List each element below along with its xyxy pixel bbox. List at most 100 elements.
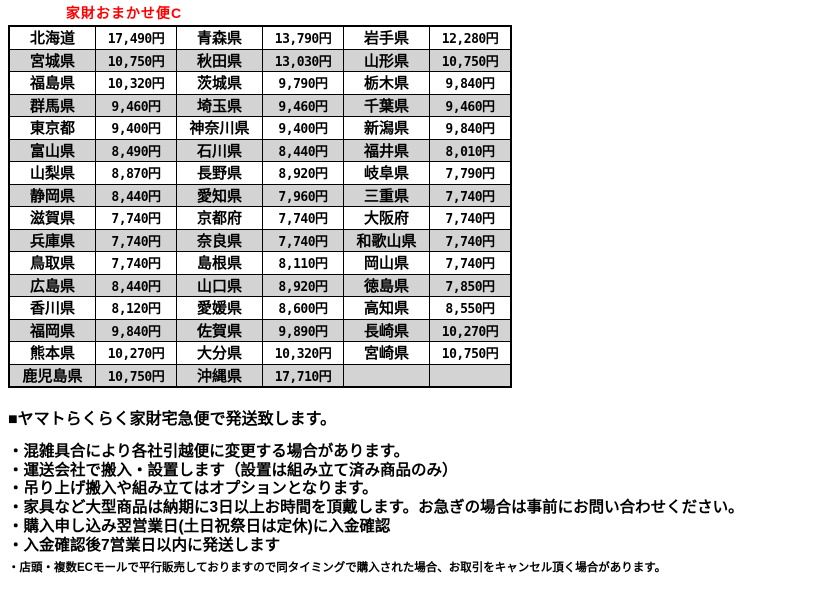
table-row: 山梨県 8,870円 長野県 8,920円 岐阜県 7,790円 <box>8 161 512 185</box>
price-cell: 9,840円 <box>429 71 512 95</box>
prefecture-cell: 香川県 <box>8 296 96 320</box>
price-cell <box>429 363 512 388</box>
table-row: 富山県 8,490円 石川県 8,440円 福井県 8,010円 <box>8 138 512 162</box>
price-cell: 10,270円 <box>429 318 512 342</box>
price-cell: 9,840円 <box>95 318 177 342</box>
prefecture-cell: 福岡県 <box>8 318 96 342</box>
table-row: 群馬県 9,460円 埼玉県 9,460円 千葉県 9,460円 <box>8 93 512 117</box>
prefecture-cell: 徳島県 <box>343 273 430 297</box>
price-cell: 7,740円 <box>429 251 512 275</box>
prefecture-cell: 埼玉県 <box>176 93 263 117</box>
price-cell: 7,790円 <box>429 161 512 185</box>
prefecture-cell: 千葉県 <box>343 93 430 117</box>
price-cell: 10,750円 <box>95 363 177 388</box>
prefecture-cell: 愛媛県 <box>176 296 263 320</box>
price-cell: 7,960円 <box>262 183 344 207</box>
prefecture-cell <box>343 363 430 388</box>
price-cell: 8,010円 <box>429 138 512 162</box>
price-cell: 9,460円 <box>262 93 344 117</box>
price-cell: 8,440円 <box>95 273 177 297</box>
price-cell: 8,440円 <box>95 183 177 207</box>
prefecture-cell: 島根県 <box>176 251 263 275</box>
notes-small-note: ・店頭・複数ECモールで平行販売しておりますので同タイミングで購入された場合、お… <box>8 562 667 575</box>
price-cell: 8,920円 <box>262 161 344 185</box>
prefecture-cell: 青森県 <box>176 25 263 50</box>
prefecture-cell: 新潟県 <box>343 116 430 140</box>
prefecture-cell: 兵庫県 <box>8 228 96 252</box>
shipping-notes: ■ヤマトらくらく家財宅急便で発送致します。 ・混雑具合により各社引越便に変更する… <box>8 410 816 575</box>
prefecture-cell: 広島県 <box>8 273 96 297</box>
table-row: 東京都 9,400円 神奈川県 9,400円 新潟県 9,840円 <box>8 116 512 140</box>
price-cell: 7,740円 <box>262 228 344 252</box>
prefecture-cell: 山口県 <box>176 273 263 297</box>
prefecture-cell: 三重県 <box>343 183 430 207</box>
price-cell: 10,270円 <box>95 341 177 365</box>
table-row: 兵庫県 7,740円 奈良県 7,740円 和歌山県 7,740円 <box>8 228 512 252</box>
prefecture-cell: 鳥取県 <box>8 251 96 275</box>
prefecture-cell: 大阪府 <box>343 206 430 230</box>
price-cell: 7,740円 <box>429 183 512 207</box>
prefecture-cell: 滋賀県 <box>8 206 96 230</box>
prefecture-cell: 東京都 <box>8 116 96 140</box>
price-cell: 17,490円 <box>95 25 177 50</box>
prefecture-cell: 群馬県 <box>8 93 96 117</box>
prefecture-cell: 鹿児島県 <box>8 363 96 388</box>
price-cell: 7,740円 <box>429 206 512 230</box>
price-cell: 8,490円 <box>95 138 177 162</box>
table-row: 鹿児島県 10,750円 沖縄県 17,710円 <box>8 363 512 388</box>
price-cell: 10,750円 <box>429 48 512 72</box>
prefecture-cell: 愛知県 <box>176 183 263 207</box>
price-cell: 8,870円 <box>95 161 177 185</box>
price-cell: 9,460円 <box>429 93 512 117</box>
prefecture-cell: 熊本県 <box>8 341 96 365</box>
price-cell: 7,740円 <box>95 206 177 230</box>
table-row: 熊本県 10,270円 大分県 10,320円 宮崎県 10,750円 <box>8 341 512 365</box>
price-cell: 7,740円 <box>95 228 177 252</box>
prefecture-cell: 山形県 <box>343 48 430 72</box>
prefecture-cell: 宮崎県 <box>343 341 430 365</box>
price-cell: 12,280円 <box>429 25 512 50</box>
price-cell: 7,740円 <box>95 251 177 275</box>
prefecture-cell: 北海道 <box>8 25 96 50</box>
notes-bullet: ・吊り上げ搬入や組み立てはオプションとなります。 <box>8 480 378 498</box>
table-row: 北海道 17,490円 青森県 13,790円 岩手県 12,280円 <box>8 25 512 50</box>
prefecture-cell: 長崎県 <box>343 318 430 342</box>
price-cell: 8,110円 <box>262 251 344 275</box>
table-row: 福岡県 9,840円 佐賀県 9,890円 長崎県 10,270円 <box>8 318 512 342</box>
prefecture-cell: 石川県 <box>176 138 263 162</box>
prefecture-cell: 京都府 <box>176 206 263 230</box>
notes-bullet: ・購入申し込み翌営業日(土日祝祭日は定休)に入金確認 <box>8 517 391 535</box>
price-cell: 17,710円 <box>262 363 344 388</box>
price-cell: 7,740円 <box>429 228 512 252</box>
notes-bullet: ・入金確認後7営業日以内に発送します <box>8 536 281 554</box>
price-cell: 9,460円 <box>95 93 177 117</box>
prefecture-cell: 奈良県 <box>176 228 263 252</box>
shipping-plan-title: 家財おまかせ便C <box>66 5 183 21</box>
price-cell: 7,740円 <box>262 206 344 230</box>
prefecture-cell: 宮城県 <box>8 48 96 72</box>
price-cell: 13,790円 <box>262 25 344 50</box>
prefecture-cell: 福井県 <box>343 138 430 162</box>
table-row: 静岡県 8,440円 愛知県 7,960円 三重県 7,740円 <box>8 183 512 207</box>
prefecture-cell: 岐阜県 <box>343 161 430 185</box>
price-cell: 7,850円 <box>429 273 512 297</box>
notes-bullet: ・運送会社で搬入・設置します（設置は組み立て済み商品のみ） <box>8 461 458 479</box>
price-cell: 10,320円 <box>262 341 344 365</box>
prefecture-cell: 岡山県 <box>343 251 430 275</box>
price-cell: 10,750円 <box>429 341 512 365</box>
prefecture-cell: 和歌山県 <box>343 228 430 252</box>
prefecture-cell: 大分県 <box>176 341 263 365</box>
price-cell: 8,600円 <box>262 296 344 320</box>
prefecture-cell: 秋田県 <box>176 48 263 72</box>
prefecture-cell: 長野県 <box>176 161 263 185</box>
prefecture-cell: 岩手県 <box>343 25 430 50</box>
table-row: 広島県 8,440円 山口県 8,920円 徳島県 7,850円 <box>8 273 512 297</box>
price-cell: 8,440円 <box>262 138 344 162</box>
table-row: 福島県 10,320円 茨城県 9,790円 栃木県 9,840円 <box>8 71 512 95</box>
prefecture-cell: 茨城県 <box>176 71 263 95</box>
price-cell: 9,840円 <box>429 116 512 140</box>
price-cell: 8,550円 <box>429 296 512 320</box>
table-row: 滋賀県 7,740円 京都府 7,740円 大阪府 7,740円 <box>8 206 512 230</box>
prefecture-cell: 栃木県 <box>343 71 430 95</box>
